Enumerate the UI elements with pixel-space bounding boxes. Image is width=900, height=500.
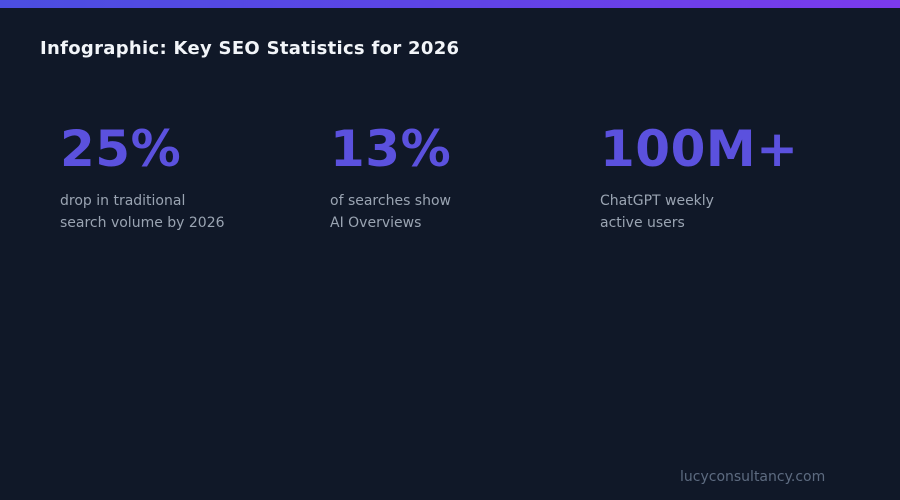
stat-card-traditional-search-drop: 25% drop in traditional search volume by… — [60, 120, 310, 234]
stat-value: 100M+ — [600, 120, 799, 178]
stat-description: of searches show AI Overviews — [330, 190, 580, 234]
stat-value: 25% — [60, 120, 182, 178]
gradient-accent-bar — [0, 0, 900, 8]
stat-description-line-1: of searches show — [330, 193, 451, 209]
stat-card-ai-overviews: 13% of searches show AI Overviews — [330, 120, 580, 234]
footer-domain-text: lucyconsultancy.com — [680, 469, 826, 485]
stat-description: ChatGPT weekly active users — [600, 190, 850, 234]
page-title: Infographic: Key SEO Statistics for 2026 — [40, 38, 460, 60]
stat-description-line-2: AI Overviews — [330, 215, 422, 231]
stat-card-chatgpt-users: 100M+ ChatGPT weekly active users — [600, 120, 850, 234]
stat-description-line-2: active users — [600, 215, 685, 231]
stat-description-line-1: ChatGPT weekly — [600, 193, 714, 209]
stat-description-line-1: drop in traditional — [60, 193, 186, 209]
stat-value: 13% — [330, 120, 452, 178]
stat-description-line-2: search volume by 2026 — [60, 215, 225, 231]
stat-description: drop in traditional search volume by 202… — [60, 190, 310, 234]
